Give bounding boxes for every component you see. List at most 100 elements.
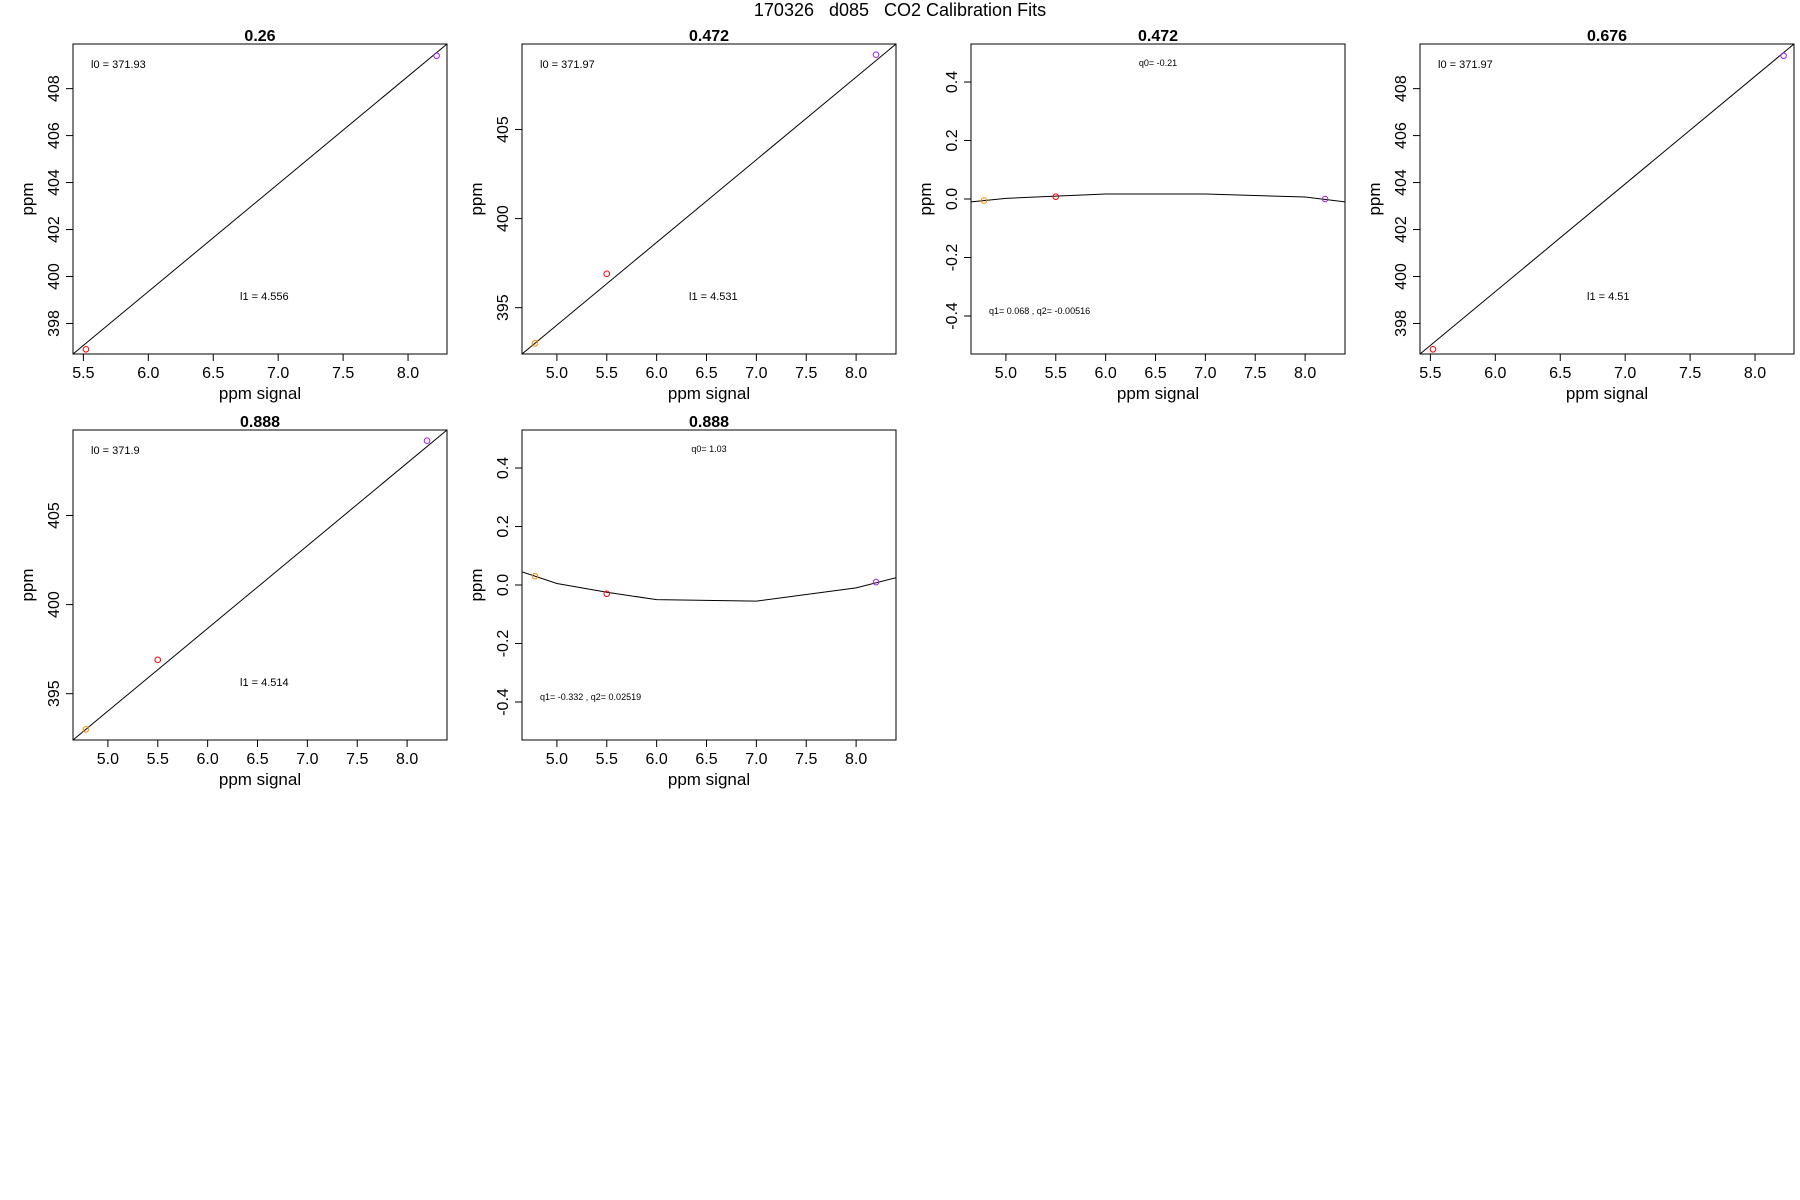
x-tick-label: 6.5 bbox=[1144, 365, 1166, 382]
y-axis-label: ppm bbox=[18, 182, 37, 215]
chart-title: 0.676 bbox=[1587, 28, 1627, 45]
fit-line bbox=[1420, 44, 1794, 354]
x-tick-label: 6.5 bbox=[246, 751, 268, 768]
fit-annotation: q1= -0.332 , q2= 0.02519 bbox=[540, 692, 641, 702]
page-title: 170326 d085 CO2 Calibration Fits bbox=[753, 0, 1047, 20]
fit-line bbox=[522, 571, 896, 602]
y-tick-label: 405 bbox=[495, 116, 512, 143]
y-tick-label: 404 bbox=[46, 169, 63, 196]
y-tick-label: 400 bbox=[1393, 263, 1410, 290]
y-axis-label: ppm bbox=[916, 182, 935, 215]
y-tick-label: -0.4 bbox=[495, 688, 512, 716]
chart-title: 0.472 bbox=[689, 28, 729, 45]
x-tick-label: 8.0 bbox=[1744, 365, 1766, 382]
x-tick-label: 5.0 bbox=[995, 365, 1017, 382]
x-tick-label: 5.5 bbox=[147, 751, 169, 768]
fit-annotation: l0 = 371.93 bbox=[91, 59, 146, 71]
y-tick-label: -0.2 bbox=[495, 630, 512, 658]
x-tick-label: 7.0 bbox=[1614, 365, 1636, 382]
x-axis-label: ppm signal bbox=[219, 384, 301, 403]
y-tick-label: 402 bbox=[1393, 216, 1410, 243]
y-axis-label: ppm bbox=[1365, 182, 1384, 215]
x-tick-label: 7.5 bbox=[795, 751, 817, 768]
fit-annotation: l0 = 371.9 bbox=[91, 445, 140, 457]
x-tick-label: 6.5 bbox=[695, 365, 717, 382]
x-tick-label: 6.0 bbox=[1095, 365, 1117, 382]
x-tick-label: 5.0 bbox=[97, 751, 119, 768]
data-point bbox=[82, 346, 90, 353]
x-tick-label: 5.0 bbox=[546, 751, 568, 768]
fit-annotation: l1 = 4.556 bbox=[240, 291, 289, 303]
y-tick-label: 395 bbox=[46, 680, 63, 707]
y-tick-label: 406 bbox=[46, 122, 63, 149]
x-tick-label: 5.5 bbox=[596, 751, 618, 768]
x-tick-label: 5.0 bbox=[546, 365, 568, 382]
y-tick-label: 400 bbox=[46, 591, 63, 618]
fit-line bbox=[971, 193, 1345, 203]
fit-line bbox=[73, 44, 447, 354]
fit-annotation: q1= 0.068 , q2= -0.00516 bbox=[989, 306, 1090, 316]
data-point bbox=[1780, 52, 1787, 60]
y-tick-label: -0.2 bbox=[944, 244, 961, 272]
fit-annotation: l1 = 4.531 bbox=[689, 291, 738, 303]
x-tick-label: 8.0 bbox=[1294, 365, 1316, 382]
plot-frame bbox=[72, 43, 448, 355]
chart-panel-5: 0.888 5.0 5.5 6.0 6.5 7.0 7.5 8.0 395 400 405 ppm s… bbox=[18, 414, 448, 789]
x-axis-label: ppm signal bbox=[668, 384, 750, 403]
y-tick-label: 0.2 bbox=[495, 515, 512, 537]
chart-title: 0.888 bbox=[240, 414, 280, 431]
y-tick-label: 402 bbox=[46, 216, 63, 243]
x-axis-label: ppm signal bbox=[1566, 384, 1648, 403]
x-tick-label: 8.0 bbox=[845, 365, 867, 382]
fit-annotation: q0= -0.21 bbox=[1139, 58, 1177, 68]
x-tick-label: 7.5 bbox=[332, 365, 354, 382]
fit-annotation: l1 = 4.514 bbox=[240, 677, 289, 689]
y-tick-label: 408 bbox=[1393, 75, 1410, 102]
data-point bbox=[980, 197, 988, 204]
fit-line bbox=[522, 44, 896, 354]
chart-panel-1: 0.26 5.5 6.0 6.5 7.0 7.5 8.0 398 400 402 404 406 408… bbox=[18, 28, 448, 403]
x-tick-label: 7.5 bbox=[346, 751, 368, 768]
fit-annotation: l0 = 371.97 bbox=[540, 59, 595, 71]
data-point bbox=[603, 590, 611, 598]
x-tick-label: 6.5 bbox=[1549, 365, 1571, 382]
x-tick-label: 6.0 bbox=[646, 365, 668, 382]
y-tick-label: -0.4 bbox=[944, 302, 961, 330]
x-tick-label: 5.5 bbox=[596, 365, 618, 382]
y-tick-label: 0.0 bbox=[944, 188, 961, 210]
x-tick-label: 5.5 bbox=[1419, 365, 1441, 382]
x-tick-label: 8.0 bbox=[397, 365, 419, 382]
x-axis-label: ppm signal bbox=[1117, 384, 1199, 403]
data-point bbox=[531, 572, 539, 580]
fit-annotation: q0= 1.03 bbox=[691, 444, 726, 454]
data-point bbox=[1321, 195, 1329, 203]
y-axis-label: ppm bbox=[467, 568, 486, 601]
chart-title: 0.26 bbox=[244, 28, 275, 45]
x-tick-label: 8.0 bbox=[845, 751, 867, 768]
x-tick-label: 6.0 bbox=[197, 751, 219, 768]
data-point bbox=[603, 270, 611, 278]
x-tick-label: 6.0 bbox=[1484, 365, 1506, 382]
chart-panel-3: 0.472 5.0 5.5 6.0 6.5 7.0 7.5 8.0 -0.4 -0.2 0.0 0.2… bbox=[916, 28, 1346, 403]
plot-frame bbox=[1419, 43, 1795, 355]
fit-annotation: l0 = 371.97 bbox=[1438, 59, 1493, 71]
y-tick-label: 0.4 bbox=[944, 71, 961, 93]
x-tick-label: 7.0 bbox=[745, 365, 767, 382]
x-tick-label: 7.0 bbox=[267, 365, 289, 382]
data-point bbox=[82, 726, 90, 733]
x-tick-label: 7.5 bbox=[1679, 365, 1701, 382]
y-tick-label: 398 bbox=[1393, 310, 1410, 337]
data-point bbox=[154, 656, 162, 664]
x-tick-label: 8.0 bbox=[396, 751, 418, 768]
y-axis-label: ppm bbox=[18, 568, 37, 601]
chart-panel-2: 0.472 5.0 5.5 6.0 6.5 7.0 7.5 8.0 395 400 405 ppm s… bbox=[467, 28, 897, 403]
x-axis-label: ppm signal bbox=[668, 770, 750, 789]
y-tick-label: 400 bbox=[46, 263, 63, 290]
y-tick-label: 0.4 bbox=[495, 457, 512, 479]
y-axis-label: ppm bbox=[467, 182, 486, 215]
y-tick-label: 0.0 bbox=[495, 574, 512, 596]
chart-title: 0.888 bbox=[689, 414, 729, 431]
y-tick-label: 408 bbox=[46, 75, 63, 102]
x-axis-label: ppm signal bbox=[219, 770, 301, 789]
fit-annotation: l1 = 4.51 bbox=[1587, 291, 1630, 303]
